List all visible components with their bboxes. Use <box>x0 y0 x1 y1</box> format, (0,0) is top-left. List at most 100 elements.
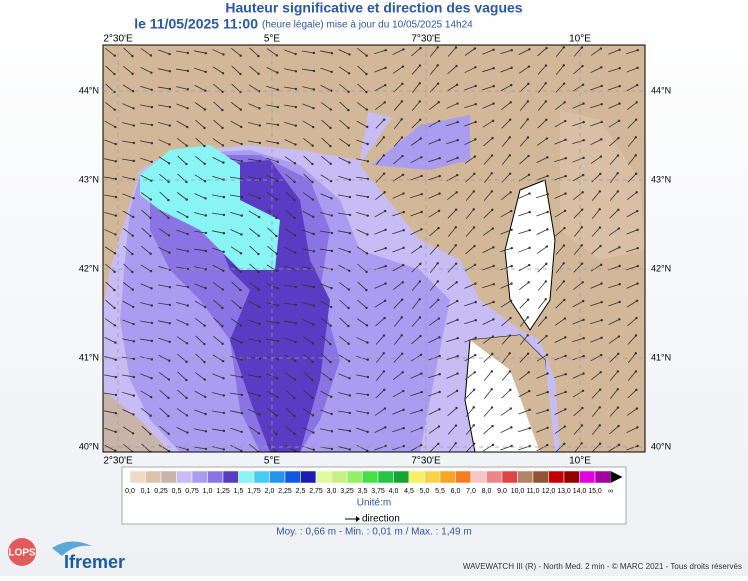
wave-arrow <box>627 389 637 399</box>
wave-arrow <box>105 65 115 75</box>
wave-arrowhead <box>311 180 314 184</box>
wave-arrow <box>410 156 422 164</box>
wave-arrowhead <box>204 214 208 217</box>
color-label: 8,0 <box>482 488 492 495</box>
wave-arrowhead <box>365 54 368 57</box>
wave-arrowhead <box>510 282 513 285</box>
wave-arrowhead <box>545 334 548 338</box>
wave-arrowhead <box>472 406 475 409</box>
color-swatch <box>439 470 456 484</box>
wave-arrow <box>231 83 241 93</box>
wave-arrow <box>501 119 511 129</box>
wave-arrowhead <box>366 214 369 217</box>
wave-arrowhead <box>221 342 224 345</box>
wave-arrowhead <box>491 119 495 123</box>
color-label: 3,75 <box>371 488 385 495</box>
wave-arrow <box>284 337 296 343</box>
wave-arrow <box>447 47 457 57</box>
wave-arrow <box>392 229 404 235</box>
wave-arrow <box>590 264 602 272</box>
wave-arrowhead <box>276 376 279 380</box>
wave-arrow <box>339 299 349 309</box>
wave-arrow <box>482 336 494 344</box>
color-label: 5,5 <box>435 488 445 495</box>
wave-arrowhead <box>203 162 206 166</box>
wave-arrowhead <box>276 287 279 290</box>
wave-arrowhead <box>167 396 170 400</box>
wave-arrowhead <box>114 375 118 379</box>
wave-arrow <box>104 246 116 254</box>
wave-arrow <box>536 444 548 452</box>
wave-arrow <box>230 427 242 433</box>
wave-arrow <box>500 408 512 416</box>
wave-arrowhead <box>365 270 368 274</box>
wave-arrow <box>590 66 602 74</box>
wave-arrowhead <box>401 281 404 284</box>
wave-arrow <box>519 371 529 381</box>
wave-arrow <box>140 390 152 398</box>
wave-arrow <box>122 338 134 342</box>
wave-arrowhead <box>546 193 549 196</box>
color-label: 7,0 <box>466 488 476 495</box>
wave-arrowhead <box>617 227 621 230</box>
color-swatch <box>377 470 394 484</box>
wave-arrowhead <box>582 156 585 160</box>
wave-arrow <box>248 374 260 378</box>
wave-arrowhead <box>546 408 549 412</box>
color-label: 6,0 <box>451 488 461 495</box>
color-label: 12,0 <box>542 488 556 495</box>
wave-arrowhead <box>564 192 567 195</box>
wave-arrow <box>356 211 368 217</box>
wave-arrowhead <box>438 156 441 160</box>
wave-arrowhead <box>347 126 350 130</box>
wave-arrow <box>536 354 548 362</box>
wave-arrowhead <box>436 46 439 49</box>
wave-arrowhead <box>186 88 190 91</box>
wave-arrow <box>411 101 421 111</box>
credits: WAVEWATCH III (R) - North Med. 2 min - ©… <box>463 562 742 571</box>
wave-arrow <box>194 230 206 234</box>
wave-arrowhead <box>239 90 242 94</box>
wave-arrow <box>230 444 242 452</box>
wave-arrowhead <box>366 412 370 415</box>
wave-arrow <box>194 390 206 398</box>
wave-arrow <box>159 209 169 219</box>
wave-arrowhead <box>490 370 494 373</box>
wave-arrow <box>501 191 511 201</box>
wave-arrow <box>213 299 223 309</box>
wave-arrow <box>231 65 241 75</box>
wave-arrow <box>626 300 638 308</box>
wave-arrow <box>104 318 116 326</box>
wave-arrow <box>176 284 188 288</box>
wave-arrow <box>356 374 368 378</box>
wave-arrowhead <box>132 159 136 163</box>
wave-arrowhead <box>311 414 315 417</box>
wave-arrowhead <box>616 154 620 157</box>
wave-arrowhead <box>312 215 315 219</box>
wave-arrow <box>141 443 151 452</box>
wave-arrowhead <box>186 215 189 219</box>
wave-arrowhead <box>240 125 243 129</box>
wave-arrow <box>482 120 494 128</box>
wave-arrow <box>338 428 350 432</box>
color-swatch <box>331 470 348 484</box>
wave-arrowhead <box>204 447 208 451</box>
wave-arrowhead <box>473 244 476 248</box>
wave-arrow <box>122 282 134 290</box>
wave-arrow <box>609 173 619 183</box>
wave-arrowhead <box>473 263 477 266</box>
wave-arrow <box>446 390 458 398</box>
wave-arrowhead <box>564 373 567 376</box>
wave-arrowhead <box>401 173 405 176</box>
date-note: (heure légale) mise à jour du 10/05/2025… <box>262 20 473 31</box>
wave-arrow <box>356 120 368 128</box>
wave-arrowhead <box>509 388 512 392</box>
wave-arrow <box>608 49 620 55</box>
wave-arrow <box>230 337 242 343</box>
wave-arrowhead <box>599 263 603 267</box>
wave-arrow <box>122 158 134 162</box>
wave-arrow <box>176 192 188 200</box>
wave-arrow <box>464 139 476 145</box>
color-label: 1,75 <box>247 488 261 495</box>
wave-arrowhead <box>598 388 602 391</box>
